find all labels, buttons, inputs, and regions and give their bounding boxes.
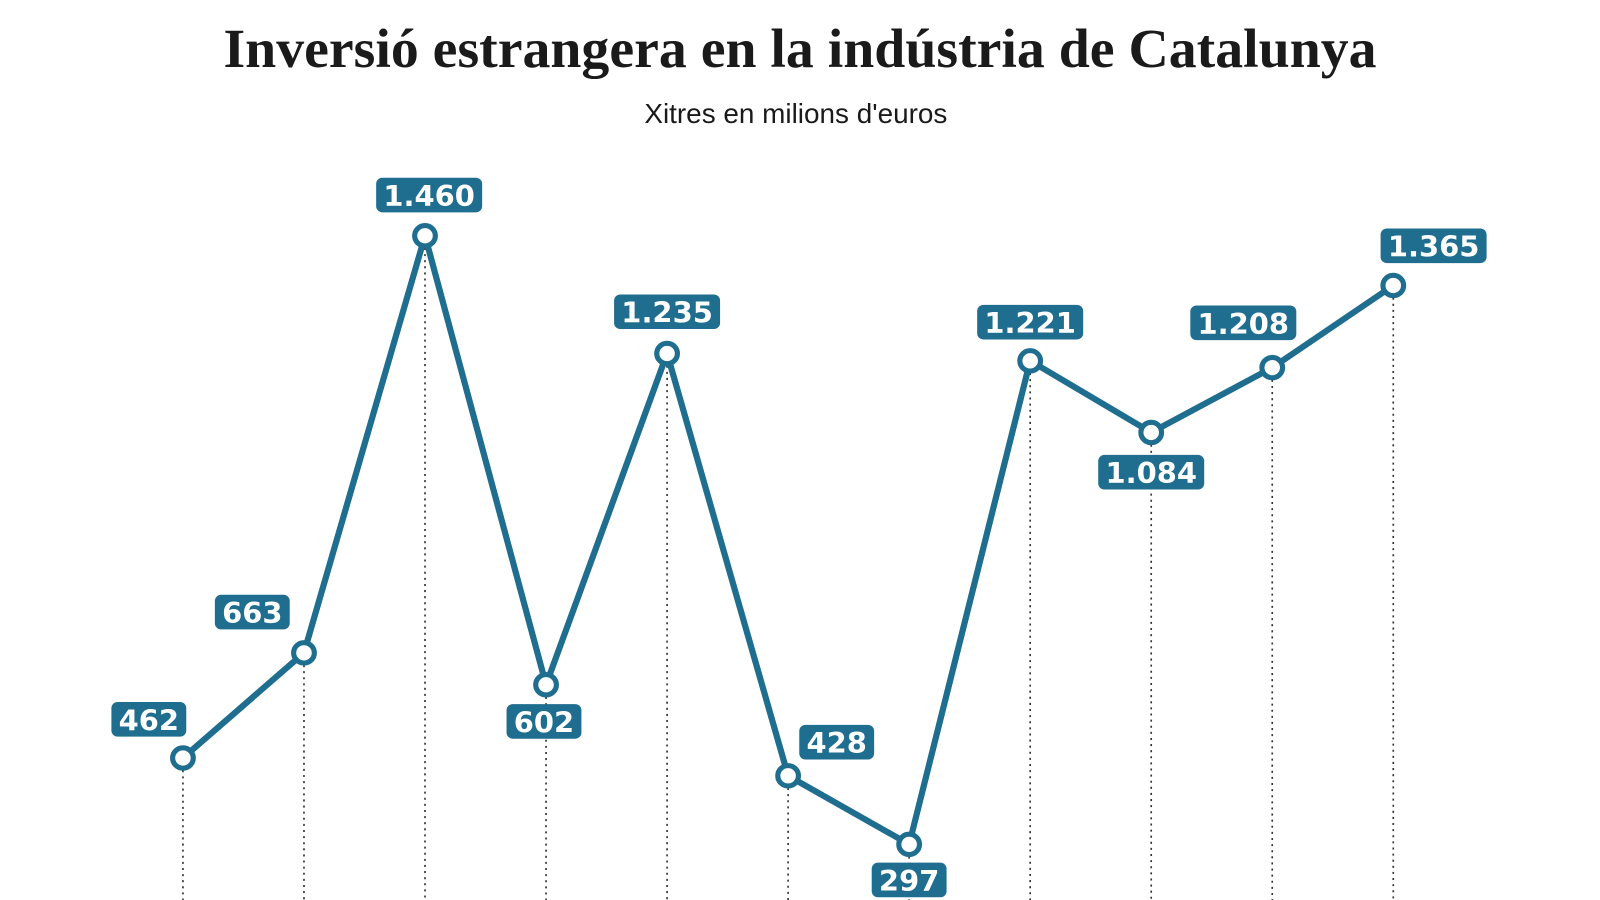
value-label-badge	[1380, 228, 1487, 264]
value-label: 663	[214, 594, 290, 630]
value-label-badge	[799, 724, 875, 760]
data-point	[775, 763, 802, 789]
data-point	[1138, 419, 1165, 446]
value-label-text: 663	[222, 596, 282, 630]
value-label: 1.365	[1380, 228, 1487, 264]
value-label-badge	[111, 702, 187, 737]
value-label: 428	[799, 724, 875, 760]
data-point	[412, 223, 438, 249]
data-point	[1380, 272, 1407, 299]
value-label-badge	[1190, 305, 1297, 341]
value-label: 602	[506, 704, 582, 740]
value-label-badge	[1098, 454, 1205, 490]
value-label-text: 1.208	[1198, 307, 1290, 341]
data-point	[533, 672, 559, 698]
value-label-text: 1.365	[1388, 230, 1480, 264]
value-label-text: 1.235	[621, 296, 713, 330]
value-label-text: 1.084	[1105, 456, 1197, 490]
value-label: 297	[871, 862, 947, 898]
data-point	[291, 640, 317, 666]
value-label: 1.460	[376, 177, 483, 213]
guide-lines	[182, 235, 1395, 900]
value-label: 1.084	[1098, 454, 1205, 490]
value-label-badge	[977, 304, 1084, 340]
value-label: 462	[111, 702, 187, 737]
value-label-text: 462	[119, 703, 179, 737]
value-label-text: 428	[806, 726, 866, 760]
data-point	[1259, 354, 1286, 381]
value-label: 1.221	[977, 304, 1084, 340]
value-label: 1.208	[1190, 305, 1297, 341]
data-point	[654, 340, 681, 367]
value-label-text: 1.221	[984, 306, 1076, 340]
value-label-badge	[614, 294, 721, 330]
value-label-badge	[214, 594, 290, 630]
data-labels: 462 663 1.460 602 1.235 428 297 1.221 1.084 1.208…	[111, 177, 1487, 898]
plot-area	[170, 223, 1407, 858]
value-label-text: 602	[514, 706, 574, 740]
value-label-text: 297	[879, 864, 939, 898]
value-label: 1.235	[614, 294, 721, 330]
data-point	[1017, 348, 1044, 374]
value-label-badge	[871, 862, 947, 898]
data-point	[896, 831, 923, 858]
value-label-badge	[506, 704, 582, 739]
data-point	[170, 745, 196, 771]
value-label-text: 1.460	[383, 179, 475, 213]
chart-title: Inversió estrangera en la indústria de C…	[223, 19, 1376, 80]
chart-subtitle: Xitres en milions d'euros	[644, 98, 947, 129]
value-label-badge	[376, 177, 483, 213]
